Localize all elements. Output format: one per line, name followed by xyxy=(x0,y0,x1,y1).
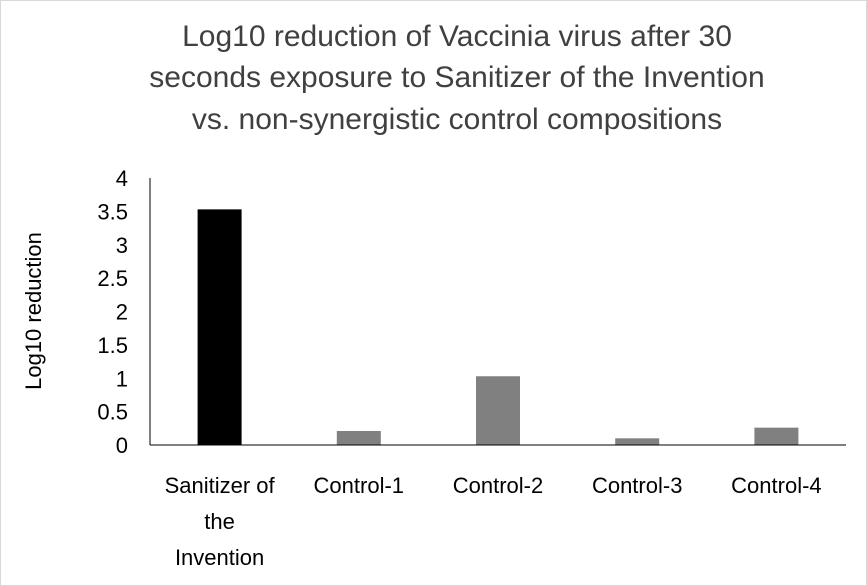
x-category-label: Control-4 xyxy=(731,473,821,498)
chart-title-line-1: Log10 reduction of Vaccinia virus after … xyxy=(182,20,732,53)
y-tick-label: 3.5 xyxy=(97,199,128,224)
y-tick-label: 0 xyxy=(116,433,128,458)
chart-title-line-2: seconds exposure to Sanitizer of the Inv… xyxy=(149,61,764,94)
y-tick-label: 1 xyxy=(116,366,128,391)
x-category-label: Control-3 xyxy=(592,473,682,498)
y-tick-label: 0.5 xyxy=(97,400,128,425)
bar xyxy=(615,438,660,445)
bar xyxy=(197,209,242,445)
chart-title-line-3: vs. non-synergistic control compositions xyxy=(192,103,722,136)
y-tick-label: 2.5 xyxy=(97,266,128,291)
y-tick-label: 1.5 xyxy=(97,333,128,358)
y-tick-label: 2 xyxy=(116,300,128,325)
bars xyxy=(197,209,799,445)
x-axis-labels: Sanitizer of the Invention Control-1 Control… xyxy=(165,473,822,570)
x-category-label: Control-2 xyxy=(453,473,543,498)
x-category-label: Control-1 xyxy=(314,473,404,498)
y-axis-ticks: 0 0.5 1 1.5 2 2.5 3 3.5 4 xyxy=(97,166,128,458)
y-axis-title: Log10 reduction xyxy=(21,232,46,390)
bar xyxy=(476,376,520,445)
chart-title: Log10 reduction of Vaccinia virus after … xyxy=(149,20,764,136)
x-category-label: the xyxy=(204,509,235,534)
x-category-label: Sanitizer of xyxy=(165,473,276,498)
bar xyxy=(754,427,799,445)
x-category-label: Invention xyxy=(175,545,264,570)
y-tick-label: 4 xyxy=(116,166,128,191)
y-tick-label: 3 xyxy=(116,233,128,258)
bar xyxy=(336,430,381,445)
